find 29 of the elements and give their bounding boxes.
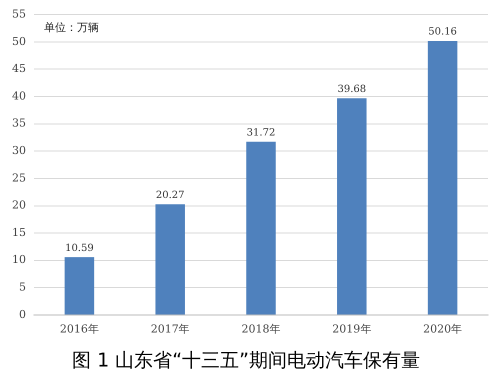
x-tick-label: 2016年	[60, 322, 99, 336]
y-tick-label: 50	[12, 34, 26, 48]
y-tick-label: 10	[12, 253, 26, 266]
bar	[246, 142, 276, 314]
x-tick-label: 2019年	[332, 322, 372, 336]
bar	[64, 257, 94, 314]
y-tick-label: 35	[12, 116, 26, 130]
y-tick-label: 40	[12, 89, 26, 102]
y-tick-label: 25	[12, 171, 26, 184]
bar	[428, 41, 458, 314]
x-tick-label: 2020年	[423, 322, 462, 336]
annotation: 单位：万辆	[44, 20, 99, 34]
data-label: 20.27	[156, 190, 185, 201]
y-tick-label: 15	[12, 226, 26, 239]
y-tick-label: 55	[12, 7, 26, 20]
data-label: 39.68	[337, 84, 366, 95]
data-label: 50.16	[428, 26, 457, 38]
y-tick-label: 5	[18, 280, 26, 294]
y-tick-label: 0	[18, 308, 26, 321]
y-tick-label: 20	[12, 198, 26, 212]
y-tick-label: 45	[12, 62, 26, 76]
data-label: 31.72	[246, 127, 276, 138]
bar	[155, 204, 185, 314]
text: 图 1 山东省“十三五”期间电动汽车保有量	[72, 350, 420, 372]
bar	[337, 98, 367, 314]
data-label: 10.59	[65, 242, 94, 254]
y-tick-label: 30	[12, 144, 26, 158]
x-tick-label: 2017年	[150, 322, 190, 336]
x-tick-label: 2018年	[242, 322, 280, 336]
